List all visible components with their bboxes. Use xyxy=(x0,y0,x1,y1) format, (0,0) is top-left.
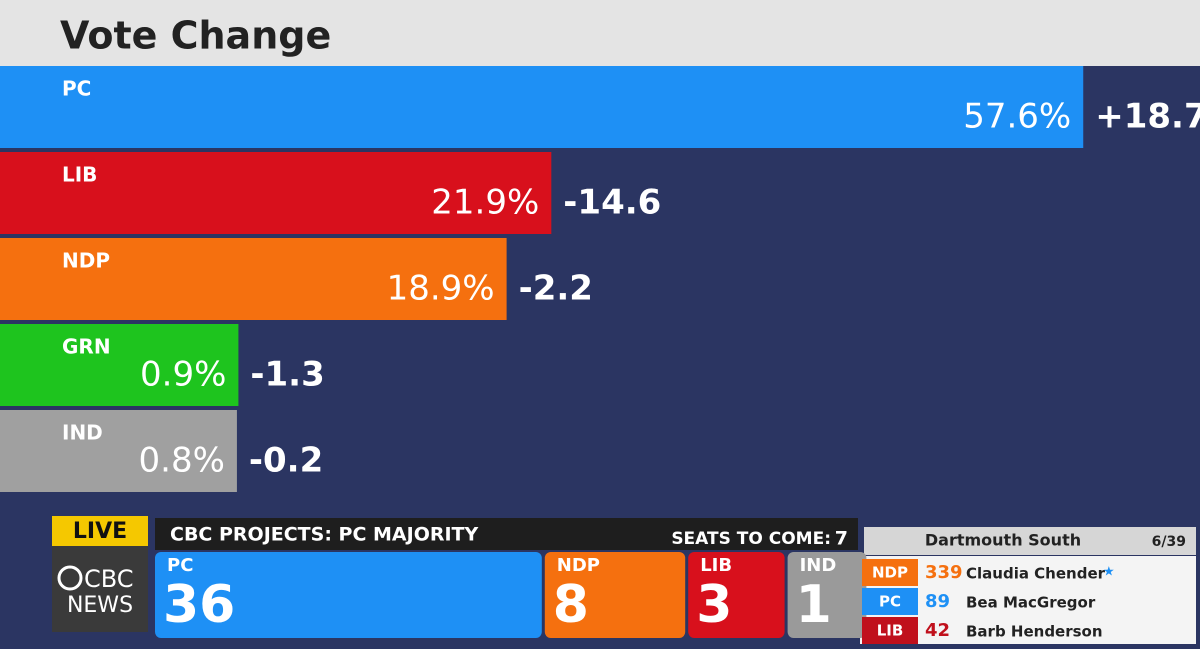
party-tag-label: NDP xyxy=(872,564,908,582)
seat-party: LIB xyxy=(700,555,732,576)
title-band xyxy=(0,0,1200,66)
party-tag xyxy=(862,617,918,644)
party-tag xyxy=(862,588,918,615)
candidate: Barb Henderson xyxy=(966,623,1103,641)
headline: CBC PROJECTS: PC MAJORITY xyxy=(170,524,479,546)
riding-header xyxy=(864,527,1196,555)
seat-party: IND xyxy=(800,555,837,576)
change-label: -0.2 xyxy=(249,441,323,481)
bar xyxy=(0,152,552,234)
party-tag-label: PC xyxy=(879,593,901,611)
riding-count: 6/39 xyxy=(1152,534,1186,550)
seat-party: PC xyxy=(167,555,193,576)
seat-count: 36 xyxy=(163,575,235,635)
candidate: Claudia Chender xyxy=(966,565,1106,583)
bar xyxy=(0,324,239,406)
change-label: -2.2 xyxy=(519,269,593,309)
change-label: -14.6 xyxy=(563,183,661,223)
category-label: LIB xyxy=(62,163,97,187)
logo-gem xyxy=(57,565,83,591)
riding-name: Dartmouth South xyxy=(925,531,1081,550)
party-tag xyxy=(862,559,918,586)
headline-bar xyxy=(155,518,858,550)
bar xyxy=(0,66,1084,148)
seat-box xyxy=(787,552,867,638)
logo-news: NEWS xyxy=(67,593,133,618)
value-label: 57.6% xyxy=(963,97,1071,137)
bar xyxy=(0,410,237,492)
live-badge xyxy=(52,516,148,546)
candidate: Bea MacGregor xyxy=(966,594,1096,612)
votes: 42 xyxy=(925,620,950,641)
seat-box xyxy=(688,552,785,638)
logo-cbc: CBC xyxy=(84,565,134,593)
party-tag-label: LIB xyxy=(877,622,904,640)
seat-box xyxy=(155,552,542,638)
value-label: 21.9% xyxy=(431,183,539,223)
chart-title: Vote Change xyxy=(60,14,331,58)
seat-count: 3 xyxy=(696,575,732,635)
category-label: GRN xyxy=(62,335,111,359)
seats-to-come: 7 xyxy=(835,528,848,550)
votes: 339 xyxy=(925,562,963,583)
seats-to-come-label: SEATS TO COME: xyxy=(671,529,831,549)
change-label: -1.3 xyxy=(250,355,324,395)
bar xyxy=(0,238,507,320)
votes: 89 xyxy=(925,591,950,612)
winner-star: ★ xyxy=(1103,565,1115,580)
value-label: 18.9% xyxy=(387,269,495,309)
seat-party: NDP xyxy=(557,555,600,576)
category-label: NDP xyxy=(62,249,110,273)
seat-count: 1 xyxy=(796,575,832,635)
change-label: +18.7 xyxy=(1095,97,1200,137)
category-label: PC xyxy=(62,77,91,101)
live-label: LIVE xyxy=(73,519,127,544)
seat-count: 8 xyxy=(553,575,589,635)
value-label: 0.8% xyxy=(139,441,225,481)
category-label: IND xyxy=(62,421,103,445)
seat-box xyxy=(544,552,686,638)
value-label: 0.9% xyxy=(140,355,226,395)
